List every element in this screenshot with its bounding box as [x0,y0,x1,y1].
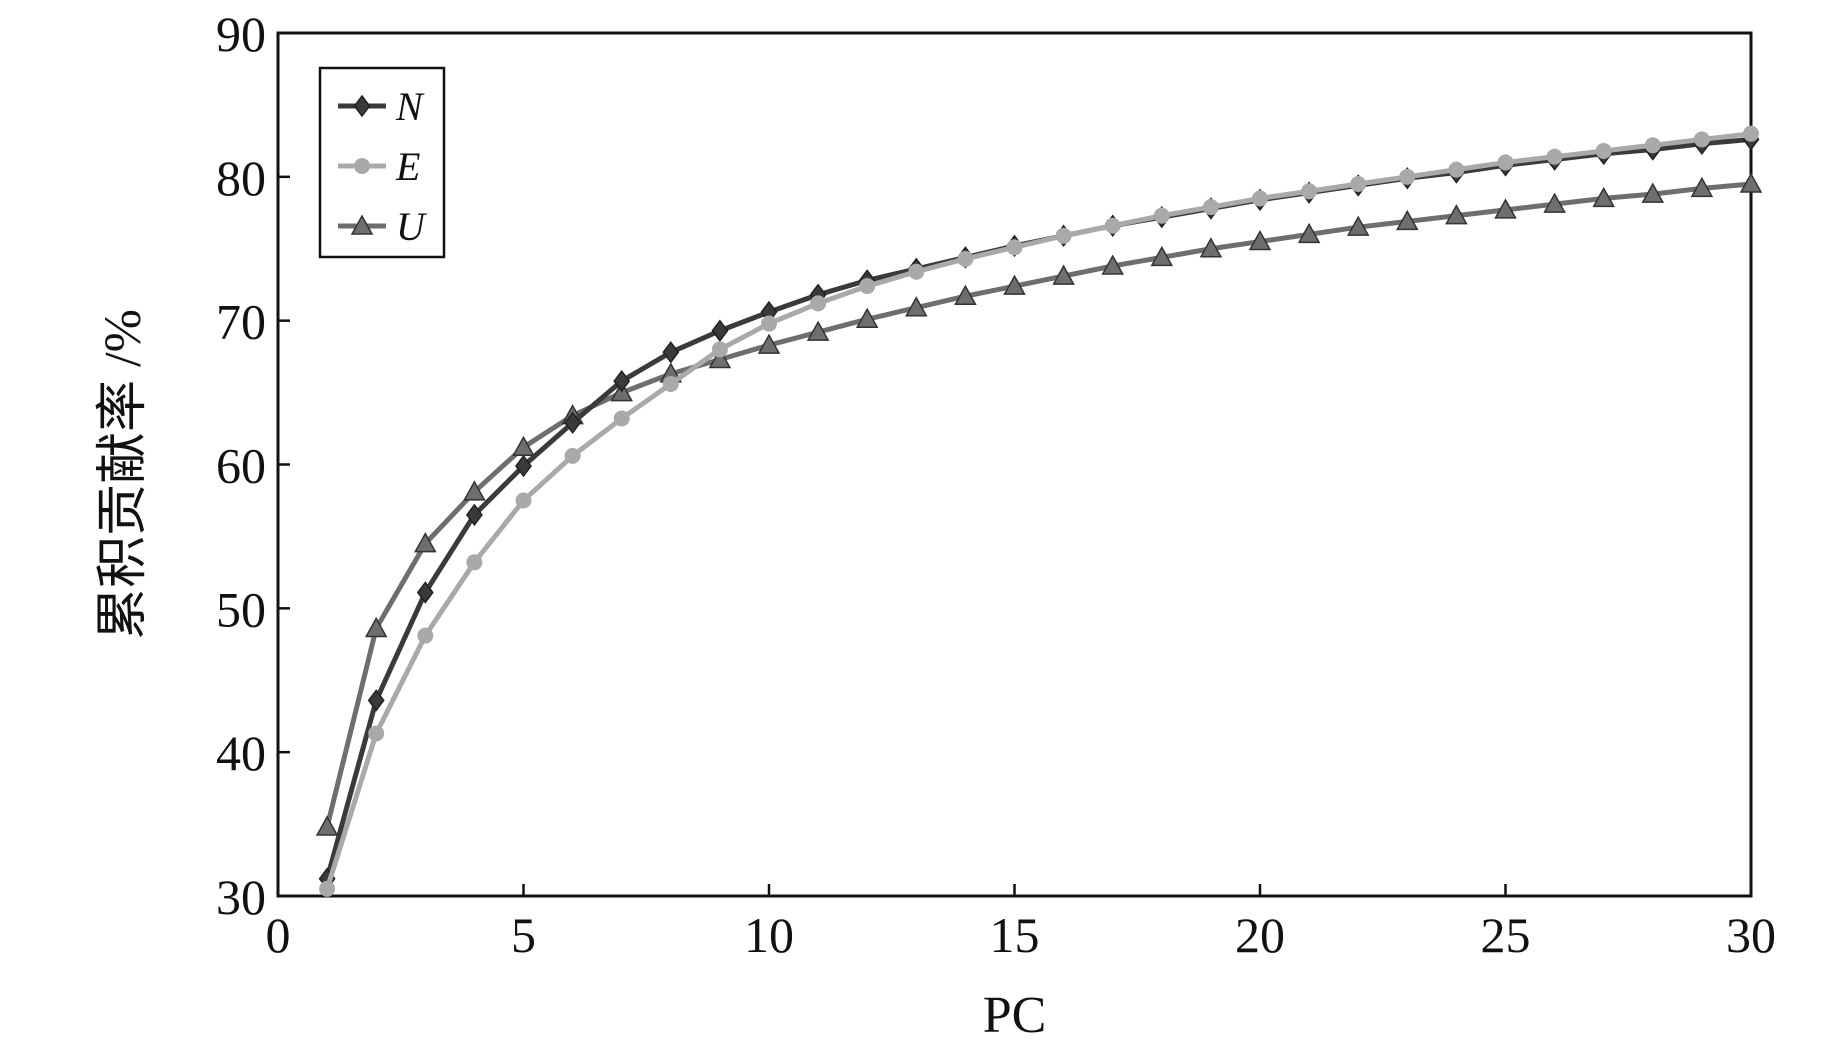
series-E-line [324,131,1752,890]
series-U-point [954,284,977,305]
y-tick-label: 50 [216,581,266,637]
series-E-point [1399,168,1416,185]
series-U-point [1199,237,1223,258]
series-E-point [1006,239,1023,256]
series-group [315,125,1763,897]
series-U-point [855,307,879,328]
series-E-point [662,375,679,392]
series-E-point [859,278,876,295]
x-tick-label: 25 [1481,907,1531,963]
legend-E-marker [354,158,370,174]
series-U-point [1052,264,1075,285]
x-axis-title: PC [983,987,1047,1044]
series-U-point [414,532,437,553]
series-U-point [1739,172,1763,193]
series-U-point [1297,222,1321,244]
legend-box [318,66,446,259]
x-tick-label: 20 [1235,907,1285,963]
series-E-point [417,627,434,644]
series-U-point [1641,182,1665,203]
series-N-point [416,581,434,604]
legend-group: NEU [318,66,446,259]
series-E-point [1104,217,1121,234]
series-U-point [1396,209,1419,231]
series-E-point [368,725,385,742]
series-N-point [613,369,631,393]
series-N-point [662,341,680,364]
series-U-point [806,320,830,341]
y-tick-label: 70 [216,294,266,350]
series-E-point [1693,131,1710,148]
axes-group: 0 5 10 15 20 25 30 30 40 50 60 70 80 90 PC 累积贡献率 /% [95,6,1776,1044]
series-U-line [324,181,1752,828]
series-E-point [1153,207,1170,224]
y-tick-label: 40 [216,725,266,781]
series-U-point [1543,192,1566,213]
series-E-point [711,341,728,358]
series-E-point [908,263,925,280]
series-U-point [463,480,486,501]
series-U-point [757,333,781,354]
series-E-point [613,410,630,427]
series-E-point [1743,125,1759,142]
series-E-point [1448,161,1465,178]
series-U-point [1494,198,1517,219]
series-E-point [957,250,974,267]
series-E-point [1644,137,1661,154]
x-tick-label: 10 [744,907,794,963]
y-tick-label: 30 [216,869,266,925]
legend-N-marker [353,94,371,118]
series-N-point [711,319,729,342]
legend-U-marker [350,214,374,235]
series-E-point [1497,154,1514,171]
series-N-point [515,454,532,478]
x-tick-label: 15 [990,907,1040,963]
series-N-point [465,503,483,527]
series-E-point [515,492,532,509]
y-tick-label: 60 [216,438,266,494]
series-U-point [1150,245,1174,267]
series-U-point [1101,254,1124,275]
series-E-point [319,880,336,897]
series-U-point [1690,176,1714,198]
series-U-point [1592,186,1615,208]
series-E-point [564,447,581,464]
series-E-point [1202,199,1219,216]
series-E-point [1546,148,1563,165]
series-U-point [905,296,928,317]
y-axis-title: 累积贡献率 /% [95,309,152,640]
series-U-point [708,347,732,369]
series-E-group [319,125,1759,897]
x-tick-label: 30 [1726,907,1776,963]
series-E-point [1350,176,1367,193]
series-N-line [324,136,1752,880]
legend-U-label: U [396,204,428,249]
series-U-point [315,815,339,836]
series-U-point [1346,215,1370,236]
x-tick-label: 0 [266,907,291,963]
series-N-point [367,689,385,712]
series-U-point [1248,230,1272,251]
series-E-point [1055,227,1072,244]
y-tick-label: 80 [216,150,266,206]
series-E-point [1252,190,1268,207]
series-E-point [1301,183,1318,200]
series-U-point [364,616,388,638]
series-E-point [761,315,777,332]
series-E-point [1595,142,1612,159]
legend-N-label: N [395,84,425,129]
series-N-point [564,411,582,435]
series-E-point [466,554,483,571]
series-E-point [810,295,827,312]
series-U-group [315,172,1763,836]
x-tick-label: 5 [511,907,536,963]
legend-E-label: E [395,144,420,189]
series-U-point [1445,204,1468,225]
series-U-point [1003,274,1026,295]
y-tick-label: 90 [216,6,266,62]
